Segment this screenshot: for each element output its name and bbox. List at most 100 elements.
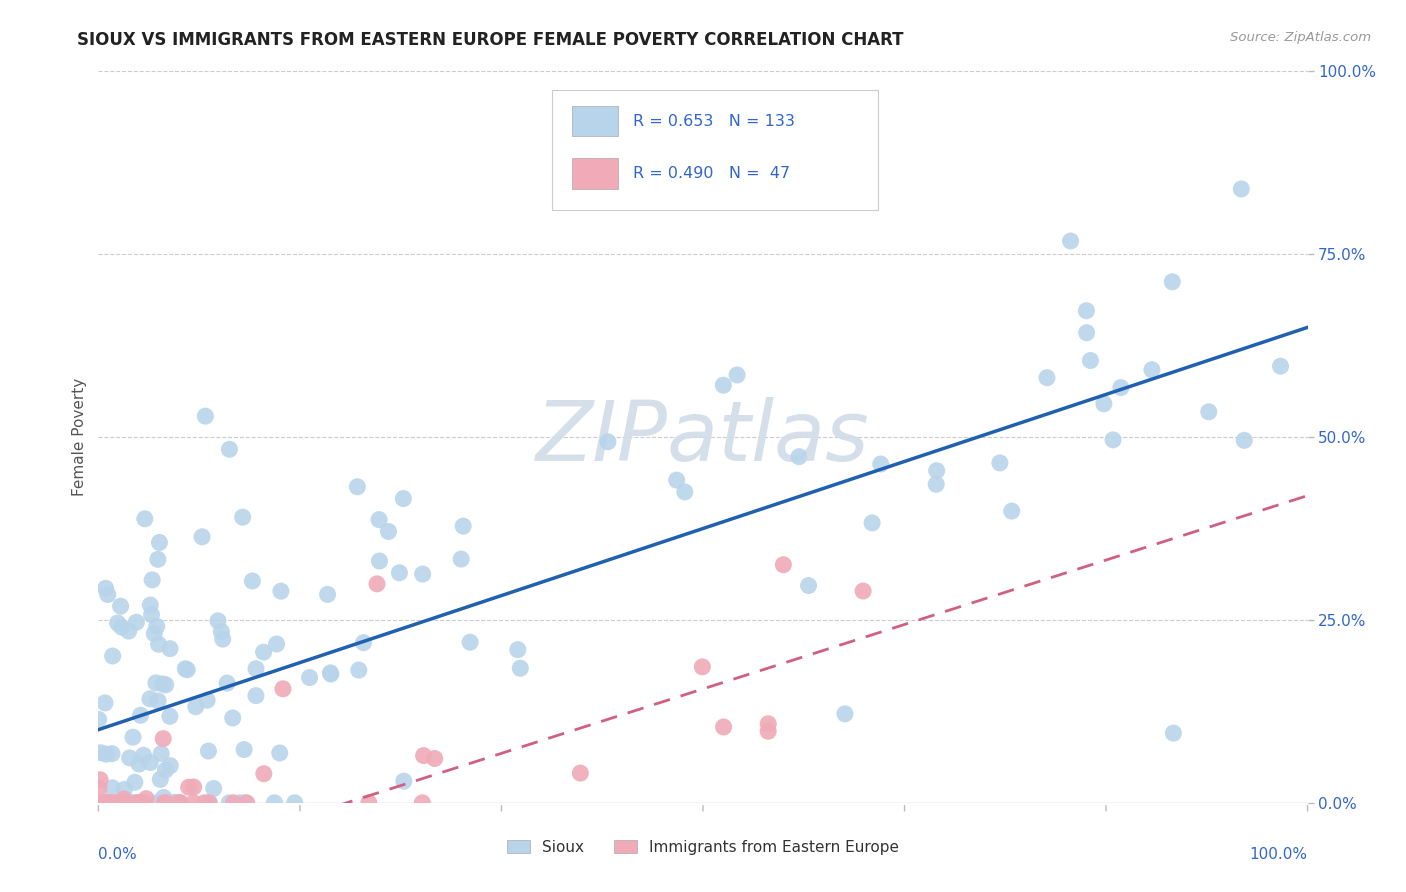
Point — [1080, 353, 1102, 368]
Legend: Sioux, Immigrants from Eastern Europe: Sioux, Immigrants from Eastern Europe — [501, 834, 905, 861]
Point — [162, 796, 184, 810]
Point — [145, 676, 167, 690]
Point — [1230, 182, 1253, 196]
Point — [111, 620, 134, 634]
Point — [834, 706, 856, 721]
Point — [159, 796, 181, 810]
Point — [665, 473, 688, 487]
Point — [233, 742, 256, 756]
Point — [253, 766, 276, 780]
Point — [191, 530, 214, 544]
Point — [411, 796, 433, 810]
Point — [284, 796, 307, 810]
Point — [132, 796, 155, 810]
Point — [94, 796, 117, 810]
Point — [152, 677, 174, 691]
Point — [1161, 275, 1184, 289]
Point — [596, 434, 619, 449]
Point — [155, 763, 177, 777]
Point — [392, 774, 415, 789]
FancyBboxPatch shape — [572, 106, 619, 136]
Point — [129, 708, 152, 723]
Point — [1076, 303, 1098, 318]
Point — [240, 574, 263, 588]
Point — [174, 662, 197, 676]
Point — [1140, 362, 1163, 376]
Point — [368, 513, 391, 527]
Point — [1092, 397, 1115, 411]
Point — [1036, 370, 1059, 384]
Text: ZIPatlas: ZIPatlas — [536, 397, 870, 477]
Point — [412, 748, 434, 763]
Point — [221, 711, 243, 725]
Point — [150, 747, 173, 761]
Point — [169, 796, 191, 810]
Point — [988, 456, 1011, 470]
Point — [1001, 504, 1024, 518]
Point — [218, 442, 240, 457]
Point — [94, 747, 117, 761]
Point — [132, 748, 155, 763]
Point — [101, 780, 124, 795]
Point — [451, 519, 474, 533]
Point — [450, 552, 472, 566]
Point — [1102, 433, 1125, 447]
Point — [152, 731, 174, 746]
Point — [925, 464, 948, 478]
Point — [860, 516, 883, 530]
Point — [128, 757, 150, 772]
Point — [159, 758, 181, 772]
Point — [269, 746, 291, 760]
Point — [153, 796, 176, 810]
Point — [122, 796, 145, 810]
Point — [222, 796, 245, 810]
Point — [319, 667, 342, 681]
Point — [1076, 326, 1098, 340]
Point — [347, 663, 370, 677]
Point — [177, 780, 200, 795]
Text: 100.0%: 100.0% — [1250, 847, 1308, 862]
Point — [87, 713, 110, 727]
Point — [94, 582, 117, 596]
Point — [235, 796, 257, 810]
Point — [506, 642, 529, 657]
Point — [458, 635, 481, 649]
Point — [756, 716, 779, 731]
Point — [101, 648, 124, 663]
Point — [90, 746, 112, 760]
Point — [97, 588, 120, 602]
Point — [357, 796, 380, 810]
Point — [1233, 434, 1256, 448]
Point — [366, 577, 388, 591]
Point — [229, 796, 252, 810]
Point — [207, 614, 229, 628]
Text: R = 0.490   N =  47: R = 0.490 N = 47 — [633, 166, 790, 181]
Point — [852, 584, 875, 599]
Point — [183, 780, 205, 794]
Point — [509, 661, 531, 675]
Point — [110, 599, 132, 614]
Text: R = 0.653   N = 133: R = 0.653 N = 133 — [633, 113, 794, 128]
FancyBboxPatch shape — [572, 159, 619, 189]
Point — [118, 624, 141, 638]
Point — [146, 694, 169, 708]
Point — [233, 796, 256, 810]
Point — [145, 796, 167, 810]
Point — [692, 660, 714, 674]
Point — [245, 689, 267, 703]
Point — [169, 796, 191, 810]
Point — [673, 484, 696, 499]
Point — [298, 671, 321, 685]
Point — [94, 796, 117, 810]
Point — [368, 554, 391, 568]
Point — [122, 730, 145, 744]
Point — [218, 796, 240, 810]
Point — [392, 491, 415, 506]
Point — [93, 796, 115, 810]
Point — [319, 665, 342, 680]
Point — [139, 691, 162, 706]
Point — [167, 796, 190, 810]
Point — [270, 584, 292, 599]
Point — [1059, 234, 1081, 248]
Point — [194, 409, 217, 424]
